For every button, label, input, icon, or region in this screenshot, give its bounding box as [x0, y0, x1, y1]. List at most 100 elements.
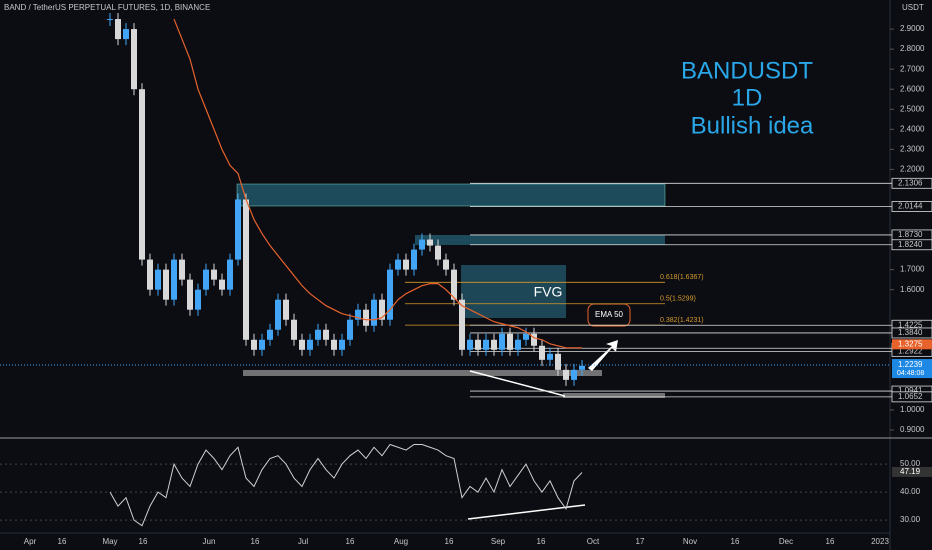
last-price-label: 1.2239 [898, 360, 923, 369]
candle [267, 329, 273, 340]
rsi-line [109, 443, 583, 527]
candle [387, 269, 393, 320]
y-tick-label: 1.6000 [900, 285, 925, 294]
candle [443, 259, 449, 270]
candle [323, 329, 329, 340]
candle [283, 299, 289, 320]
candle [467, 339, 473, 350]
candle [211, 269, 217, 280]
price-label: 1.0652 [898, 392, 923, 401]
candle [195, 289, 201, 310]
candle [251, 339, 257, 350]
candle [307, 339, 313, 350]
candle [291, 319, 297, 340]
y-tick-label: 2.6000 [900, 84, 925, 93]
candle [163, 269, 169, 300]
price-label: 1.8730 [898, 230, 923, 239]
candle [419, 239, 425, 250]
time-label: Sep [491, 537, 506, 546]
fib-label: 0.5(1.5299) [660, 296, 696, 303]
time-label: Nov [683, 537, 697, 546]
ema-price-box [892, 339, 932, 350]
rsi-tick-label: 30.00 [900, 515, 921, 524]
rsi-tick-label: 50.00 [900, 459, 921, 468]
time-label: Oct [587, 537, 600, 546]
candle [275, 299, 281, 330]
arrow [588, 340, 618, 371]
time-label: 16 [826, 537, 835, 546]
candle [531, 333, 537, 346]
time-label: Jun [203, 537, 216, 546]
candle [355, 309, 361, 320]
candle [435, 245, 441, 260]
candle [523, 333, 529, 340]
fib-label: 0.618(1.6367) [660, 274, 704, 281]
chart-title: BAND / TetherUS PERPETUAL FUTURES, 1D, B… [4, 3, 210, 12]
price-label-box [891, 239, 932, 251]
candle [371, 299, 377, 326]
rsi-tick-label: 40.00 [900, 487, 921, 496]
time-label: Dec [779, 537, 793, 546]
candle [115, 19, 121, 40]
price-label-box [891, 177, 932, 189]
candle [331, 339, 337, 350]
fvg-zone [461, 265, 566, 318]
unit-label: USDT [902, 3, 924, 12]
candle [347, 319, 353, 340]
last-price-box [892, 359, 932, 379]
time-label: Jul [298, 537, 308, 546]
candle [299, 339, 305, 350]
time-label: Apr [24, 537, 37, 546]
candle [571, 369, 577, 380]
candle [475, 339, 481, 350]
trend-line [469, 370, 566, 397]
time-label: 16 [139, 537, 148, 546]
time-label: 16 [251, 537, 260, 546]
y-tick-label: 1.0000 [900, 405, 925, 414]
y-tick-label: 2.4000 [900, 124, 925, 133]
candle [499, 333, 505, 350]
candle [235, 199, 241, 260]
candle [107, 19, 113, 21]
ema-line [173, 18, 582, 349]
ema-price-label: 1.3275 [898, 339, 923, 348]
candle [579, 365, 585, 370]
candle [403, 259, 409, 270]
candle [243, 199, 249, 340]
idea-timeframe: 1D [732, 84, 763, 111]
time-label: 17 [636, 537, 645, 546]
candle [203, 269, 209, 290]
candle [259, 339, 265, 350]
rsi-label: 47.19 [900, 467, 921, 476]
time-label: Aug [394, 537, 408, 546]
candle [219, 279, 225, 290]
y-tick-label: 2.8000 [900, 44, 925, 53]
y-tick-label: 2.5000 [900, 104, 925, 113]
candle [227, 259, 233, 290]
fib-label: 0.382(1.4231) [660, 317, 704, 324]
candle [483, 339, 489, 350]
time-label: 2023 [871, 537, 889, 546]
candle [155, 269, 161, 290]
y-tick-label: 1.7000 [900, 265, 925, 274]
idea-bias: Bullish idea [691, 112, 814, 139]
candle [395, 259, 401, 270]
price-label: 1.4225 [898, 320, 923, 329]
y-tick-label: 2.7000 [900, 64, 925, 73]
price-label: 2.0144 [898, 202, 923, 211]
price-label: 1.2922 [898, 346, 923, 355]
candle [123, 29, 129, 40]
candle [459, 299, 465, 350]
countdown-label: 04:48:08 [897, 370, 924, 377]
candle [187, 279, 193, 310]
candle [411, 249, 417, 270]
price-label: 2.1306 [898, 178, 923, 187]
fvg-label: FVG [534, 284, 563, 300]
candle [555, 353, 561, 370]
y-tick-label: 2.9000 [900, 24, 925, 33]
candle [179, 259, 185, 280]
candle [427, 239, 433, 246]
y-tick-label: 2.2000 [900, 164, 925, 173]
ema-callout-label: EMA 50 [595, 310, 624, 319]
